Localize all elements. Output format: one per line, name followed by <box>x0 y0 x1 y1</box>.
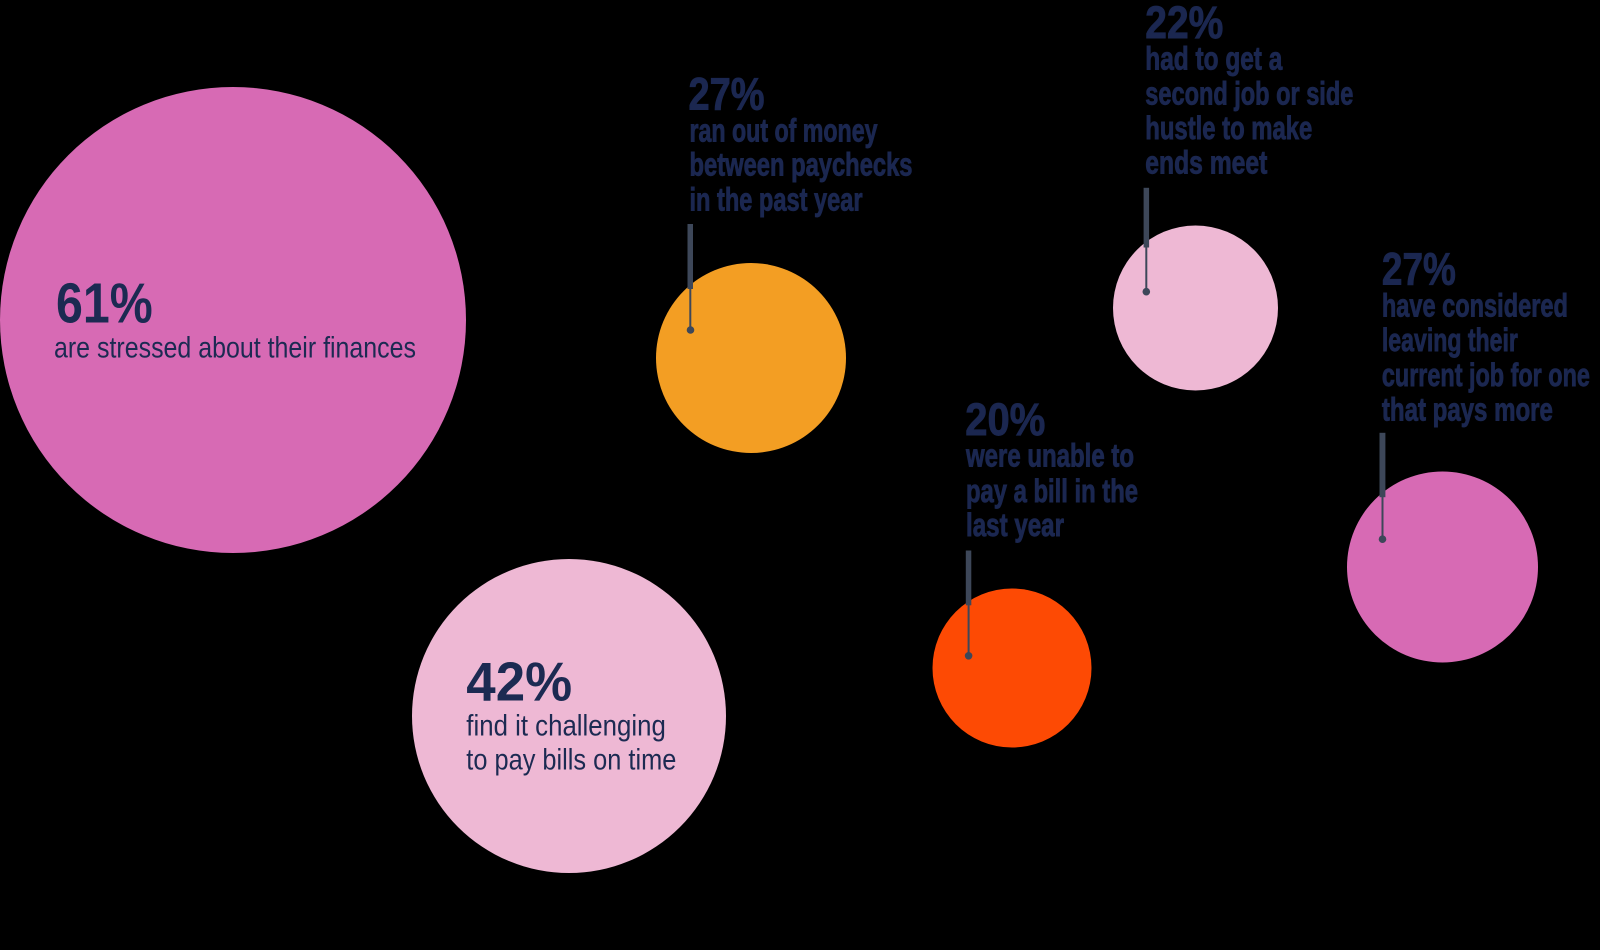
svg-text:were unable to: were unable to <box>965 437 1134 473</box>
svg-text:to pay bills on time: to pay bills on time <box>466 744 676 777</box>
svg-text:ends meet: ends meet <box>1145 145 1267 181</box>
svg-text:pay a bill in the: pay a bill in the <box>966 473 1138 509</box>
svg-text:second job or side: second job or side <box>1145 76 1353 112</box>
svg-text:leaving their: leaving their <box>1382 322 1518 358</box>
svg-text:61%: 61% <box>56 272 153 336</box>
svg-text:27%: 27% <box>1382 244 1456 295</box>
svg-text:42%: 42% <box>466 650 572 712</box>
svg-text:20%: 20% <box>965 394 1045 445</box>
svg-text:last year: last year <box>966 507 1064 543</box>
svg-text:have considered: have considered <box>1382 288 1568 324</box>
svg-text:that pays more: that pays more <box>1382 392 1553 428</box>
svg-text:27%: 27% <box>689 69 765 120</box>
svg-text:22%: 22% <box>1145 0 1223 48</box>
svg-text:hustle to make: hustle to make <box>1145 110 1312 146</box>
svg-text:between paychecks: between paychecks <box>690 146 913 182</box>
svg-text:ran out of money: ran out of money <box>690 113 878 149</box>
svg-text:in the past year: in the past year <box>690 182 863 218</box>
svg-text:are stressed about their finan: are stressed about their finances <box>54 332 416 365</box>
svg-text:current job for one: current job for one <box>1382 357 1590 393</box>
svg-text:find it challenging: find it challenging <box>466 709 666 742</box>
svg-text:had to get a: had to get a <box>1145 41 1282 77</box>
